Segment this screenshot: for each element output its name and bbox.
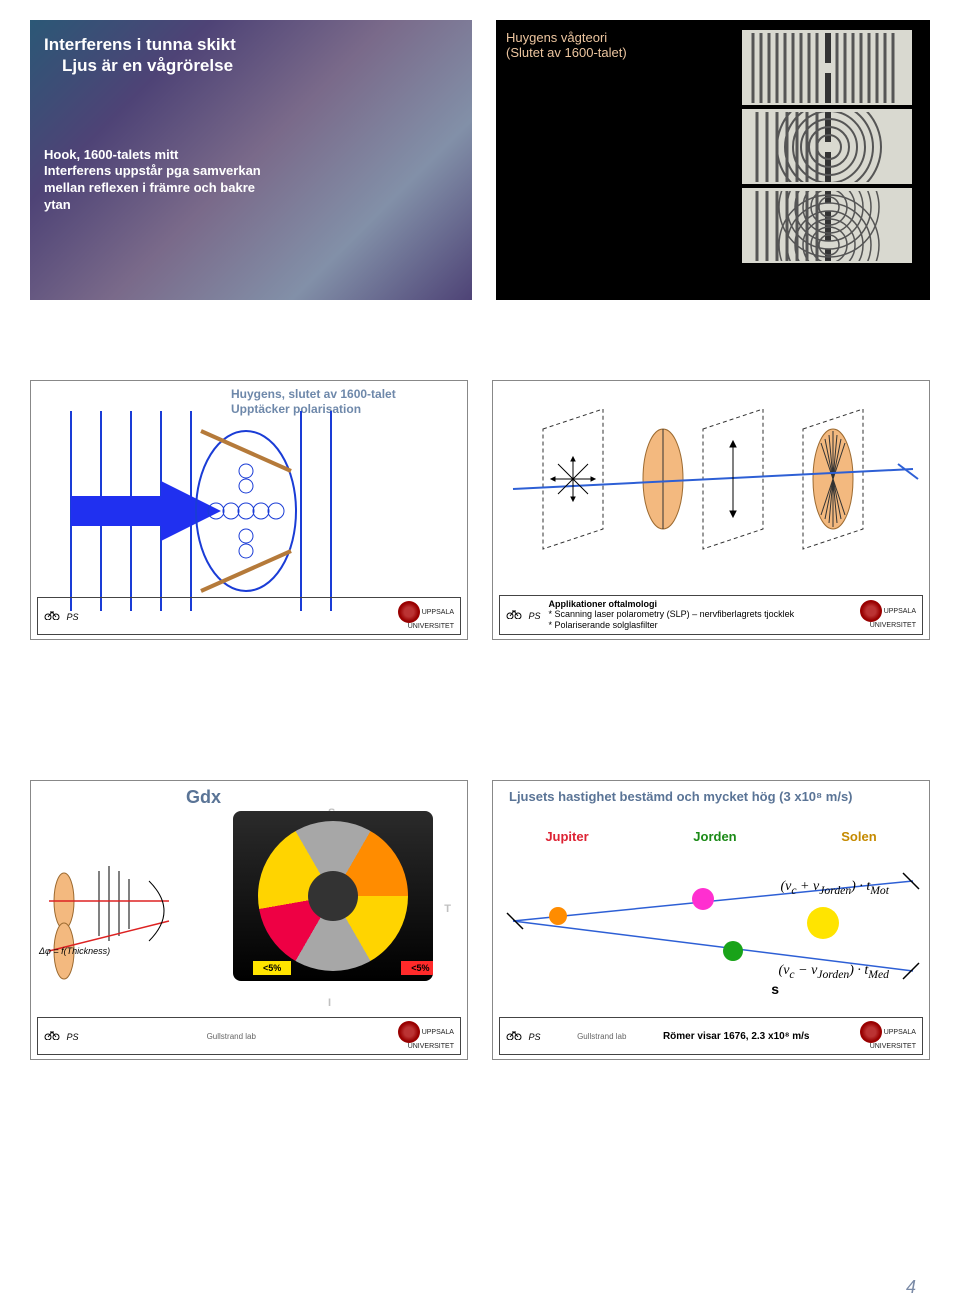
wave-img-b xyxy=(742,109,912,184)
slide1-sub1: Hook, 1600-talets mitt xyxy=(44,147,264,164)
uu-logo: UPPSALA UNIVERSITET xyxy=(846,1021,916,1051)
bike-icon xyxy=(506,1030,522,1040)
uu-logo: UPPSALA UNIVERSITET xyxy=(384,601,454,631)
polarisation-diagram-b xyxy=(503,409,923,589)
slide1-title: Interferens i tunna skikt Ljus är en våg… xyxy=(44,34,458,77)
wave-images xyxy=(742,30,912,263)
uu-logo: UPPSALA UNIVERSITET xyxy=(846,600,916,630)
label-solen: Solen xyxy=(841,829,876,844)
polarisation-diagram-a xyxy=(41,411,461,611)
gdx-bad-badge: <5% xyxy=(401,961,433,975)
bike-icon xyxy=(44,1030,60,1040)
slide-thin-film: Interferens i tunna skikt Ljus är en våg… xyxy=(30,20,472,300)
slide-polarisation-discovery: Huygens, slutet av 1600-talet Upptäcker … xyxy=(30,380,468,640)
slide1-sub2: Interferens uppstår pga samverkan mellan… xyxy=(44,163,264,214)
gdx-badges: <5% <5% xyxy=(253,961,433,975)
wave-img-a xyxy=(742,30,912,105)
gdx-image-wrap: S N T I <5% <5% xyxy=(233,811,453,1011)
slide-gdx: Gdx Δφ = f(Thickness) S N T I <5% <5% xyxy=(30,780,468,1060)
ps-label: PS xyxy=(506,609,541,621)
slide-light-speed: Ljusets hastighet bestämd och mycket hög… xyxy=(492,780,930,1060)
earth-med-dot xyxy=(723,941,743,961)
ps-label: PS xyxy=(506,1030,541,1042)
label-jupiter: Jupiter xyxy=(545,829,588,844)
bike-icon xyxy=(44,610,60,620)
delta-phi-label: Δφ = f(Thickness) xyxy=(39,946,110,956)
bike-icon xyxy=(506,609,522,619)
gdx-title: Gdx xyxy=(186,787,221,808)
ps-label: PS xyxy=(44,610,79,622)
slide3-footer: PS UPPSALA UNIVERSITET xyxy=(37,597,461,635)
ps-label: PS xyxy=(44,1030,79,1042)
slide5-footer: PS Gullstrand lab UPPSALA UNIVERSITET xyxy=(37,1017,461,1055)
s-label: s xyxy=(771,981,779,997)
slide1-subtitle: Hook, 1600-talets mitt Interferens uppst… xyxy=(44,147,264,215)
lab-name: Gullstrand lab xyxy=(577,1032,626,1041)
gdx-ok-badge: <5% xyxy=(253,961,291,975)
earth-mot-dot xyxy=(692,888,714,910)
eq-top: (vc + vJorden) · tMot xyxy=(780,879,889,897)
romer-result: Römer visar 1676, 2.3 x10⁸ m/s xyxy=(663,1031,810,1042)
label-I: I xyxy=(328,997,331,1009)
slide4-footer: PS Applikationer oftalmologi * Scanning … xyxy=(499,595,923,635)
s3-t1: Huygens, slutet av 1600-talet xyxy=(231,387,396,401)
slide1-title-l1: Interferens i tunna skikt xyxy=(44,35,236,54)
label-jorden: Jorden xyxy=(693,829,736,844)
slide-polarisation-discs: PS Applikationer oftalmologi * Scanning … xyxy=(492,380,930,640)
lab-name: Gullstrand lab xyxy=(207,1032,256,1041)
gdx-polarimeter-diagram xyxy=(39,841,199,991)
slide6-footer: PS Gullstrand lab Römer visar 1676, 2.3 … xyxy=(499,1017,923,1055)
slide-huygens-black: Huygens vågteori (Slutet av 1600-talet) xyxy=(496,20,930,300)
sun-dot xyxy=(807,907,839,939)
gdx-retina-image: <5% <5% xyxy=(233,811,433,981)
wave-img-c xyxy=(742,188,912,263)
eq-bot: (vc − vJorden) · tMed xyxy=(779,963,889,981)
ls-planet-labels: Jupiter Jorden Solen xyxy=(493,829,929,844)
slide4-applications: Applikationer oftalmologi * Scanning las… xyxy=(541,599,846,631)
uu-logo: UPPSALA UNIVERSITET xyxy=(384,1021,454,1051)
label-T: T xyxy=(444,903,451,915)
ls-title: Ljusets hastighet bestämd och mycket hög… xyxy=(509,789,853,804)
page-number: 4 xyxy=(906,1277,916,1298)
jupiter-dot xyxy=(549,907,567,925)
slide1-title-l2: Ljus är en vågrörelse xyxy=(44,56,233,75)
